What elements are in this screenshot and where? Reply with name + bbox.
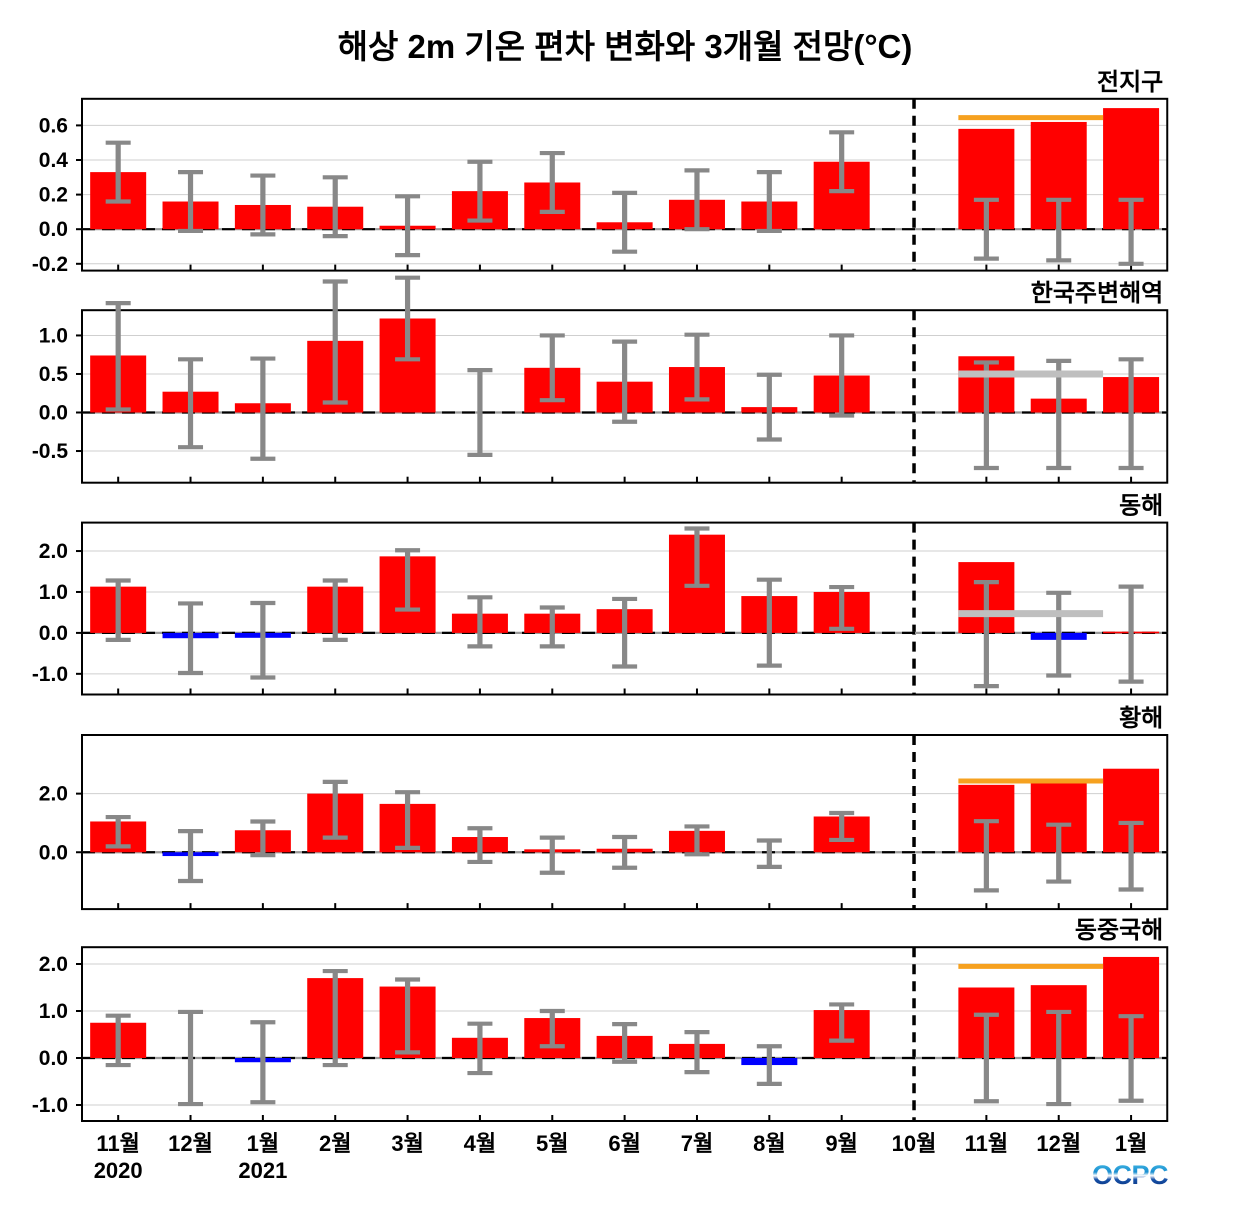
svg-text:2월: 2월 xyxy=(319,1131,351,1156)
svg-text:2020: 2020 xyxy=(94,1158,143,1183)
svg-text:7월: 7월 xyxy=(681,1131,713,1156)
svg-text:2.0: 2.0 xyxy=(39,953,68,976)
svg-text:1월: 1월 xyxy=(1115,1131,1147,1156)
svg-text:4월: 4월 xyxy=(464,1131,496,1156)
svg-text:9월: 9월 xyxy=(825,1131,857,1156)
svg-text:0.0: 0.0 xyxy=(39,841,68,864)
svg-text:0.6: 0.6 xyxy=(39,114,68,137)
svg-text:해상 2m 기온 편차 변화와 3개월 전망(°C): 해상 2m 기온 편차 변화와 3개월 전망(°C) xyxy=(338,28,913,65)
svg-text:12월: 12월 xyxy=(168,1131,213,1156)
svg-text:11월: 11월 xyxy=(96,1131,140,1156)
svg-text:동중국해: 동중국해 xyxy=(1075,917,1163,944)
svg-text:5월: 5월 xyxy=(536,1131,568,1156)
svg-text:6월: 6월 xyxy=(608,1131,640,1156)
svg-text:3월: 3월 xyxy=(391,1131,423,1156)
svg-text:-1.0: -1.0 xyxy=(32,663,68,686)
svg-text:0.5: 0.5 xyxy=(39,363,69,386)
svg-text:0.0: 0.0 xyxy=(39,402,68,425)
svg-text:1.0: 1.0 xyxy=(39,1000,68,1023)
svg-text:12월: 12월 xyxy=(1036,1131,1081,1156)
svg-text:1월: 1월 xyxy=(247,1131,279,1156)
svg-text:0.2: 0.2 xyxy=(39,184,68,207)
svg-text:-0.2: -0.2 xyxy=(32,253,68,276)
svg-text:동해: 동해 xyxy=(1119,493,1163,520)
svg-text:전지구: 전지구 xyxy=(1097,69,1163,96)
svg-text:0.0: 0.0 xyxy=(39,1047,68,1070)
svg-text:1.0: 1.0 xyxy=(39,581,68,604)
svg-text:-0.5: -0.5 xyxy=(32,440,69,463)
svg-text:2021: 2021 xyxy=(238,1158,287,1183)
svg-text:한국주변해역: 한국주변해역 xyxy=(1031,280,1163,307)
svg-text:11월: 11월 xyxy=(965,1131,1009,1156)
svg-text:0.4: 0.4 xyxy=(39,149,69,172)
svg-text:-1.0: -1.0 xyxy=(32,1094,68,1117)
svg-text:2.0: 2.0 xyxy=(39,540,68,563)
svg-text:OCPC: OCPC xyxy=(1092,1160,1168,1190)
svg-text:황해: 황해 xyxy=(1119,705,1163,732)
svg-text:0.0: 0.0 xyxy=(39,622,68,645)
svg-text:8월: 8월 xyxy=(753,1131,785,1156)
svg-text:0.0: 0.0 xyxy=(39,218,68,241)
svg-text:1.0: 1.0 xyxy=(39,324,68,347)
svg-text:10월: 10월 xyxy=(892,1131,937,1156)
svg-text:2.0: 2.0 xyxy=(39,783,68,806)
